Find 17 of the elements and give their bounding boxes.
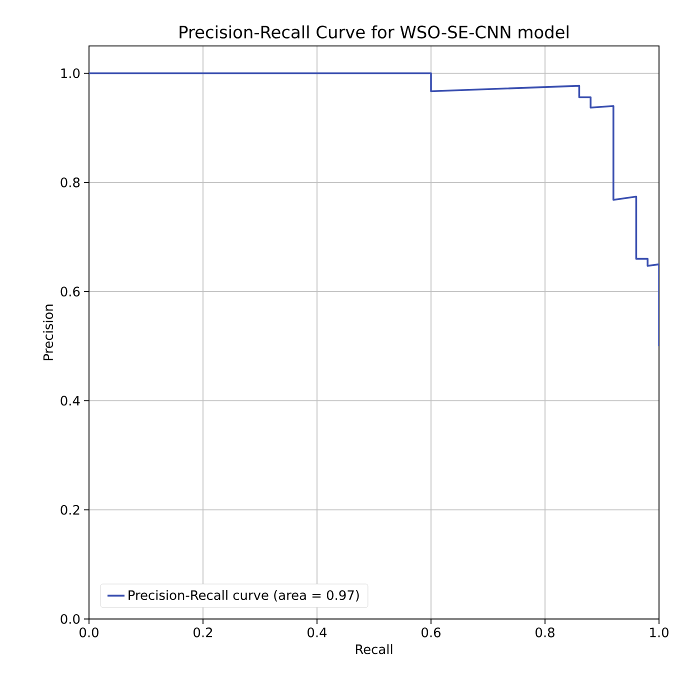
x-axis-title: Recall <box>356 644 392 654</box>
y-tick-label: 0.0 <box>60 614 80 624</box>
y-tick-label: 0.4 <box>60 396 80 406</box>
x-tick-label: 0.2 <box>194 628 212 638</box>
y-tick-label: 0.8 <box>60 178 80 188</box>
x-tick-label: 0.6 <box>422 628 440 638</box>
x-tick-label: 1.0 <box>650 628 668 638</box>
line-series <box>89 72 660 348</box>
x-tick-label: 0.4 <box>308 628 327 638</box>
y-tick-label: 0.6 <box>60 286 80 296</box>
y-tick-label: 1.0 <box>61 68 80 78</box>
y-axis-title: Precision <box>43 304 54 360</box>
x-tick-label: 0.0 <box>80 628 98 638</box>
y-tick-label: 0.2 <box>60 504 80 515</box>
legend-label: Precision-Recall curve (area = 0.97) <box>128 590 359 602</box>
x-tick-label: 0.8 <box>536 628 554 638</box>
chart-title: Precision-Recall Curve for WSO-SE-CNN model <box>180 25 568 38</box>
